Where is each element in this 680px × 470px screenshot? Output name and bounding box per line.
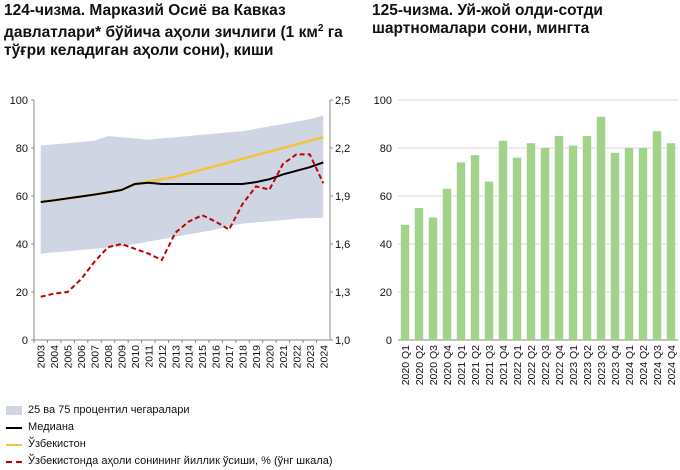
x-tick-label: 2024 Q2: [638, 345, 650, 385]
y-tick-label: 40: [16, 239, 28, 251]
x-tick-label: 2022 Q4: [554, 345, 566, 385]
y-tick-label: 20: [16, 287, 28, 299]
y-tick-label: 60: [16, 191, 28, 203]
y-tick-label: 100: [10, 95, 28, 107]
x-tick-label: 2022 Q2: [526, 345, 538, 385]
housing-contracts-chart: 0 20 40 60 80 100 2020 Q1 2020 Q2 2020 Q3 2020 Q4…: [374, 95, 678, 385]
bar: [554, 136, 564, 340]
bar: [512, 157, 522, 340]
x-tick-label: 2021 Q1: [456, 345, 468, 385]
bar: [540, 148, 550, 340]
chart1-legend: 25 ва 75 процентил чегаралари Медиана Ўз…: [6, 402, 333, 470]
bar: [624, 148, 634, 340]
legend-item-band: 25 ва 75 процентил чегаралари: [6, 402, 333, 419]
bar: [638, 148, 648, 340]
x-tick-label: 2016: [211, 345, 223, 369]
x-tick-label: 2017: [224, 345, 236, 369]
legend-item-uzbekistan: Ўзбекистон: [6, 436, 333, 453]
x-tick-label: 2023 Q2: [582, 345, 594, 385]
y-tick-label: 80: [16, 143, 28, 155]
x-tick-label: 2012: [157, 345, 169, 369]
y-tick-label: 100: [374, 95, 392, 107]
bar: [526, 143, 536, 340]
x-tick-label: 2021 Q3: [484, 345, 496, 385]
x-tick-label: 2020 Q2: [414, 345, 426, 385]
x-tick-label: 2020: [264, 345, 276, 369]
x-tick-label: 2023 Q4: [610, 345, 622, 385]
y2-tick-label: 1,9: [335, 191, 350, 203]
x-tick-label: 2020 Q3: [428, 345, 440, 385]
bar: [400, 224, 410, 340]
y2-tick-label: 2,5: [335, 95, 350, 107]
bar: [442, 188, 452, 340]
population-growth-line: [40, 153, 325, 298]
x-tick-label: 2011: [143, 345, 155, 368]
chart2-title: 125-чизма. Уй-жой олди-сотди шартномалар…: [372, 2, 603, 37]
x-tick-label: 2020 Q4: [442, 345, 454, 385]
x-tick-label: 2005: [63, 345, 75, 369]
x-tick-label: 2021 Q2: [470, 345, 482, 385]
x-tick-label: 2009: [116, 345, 128, 369]
x-tick-label: 2024: [318, 345, 330, 369]
y-tick-label: 60: [380, 191, 392, 203]
x-tick-label: 2021 Q4: [498, 345, 510, 385]
x-tick-label: 2019: [251, 345, 263, 369]
y2-tick-label: 1,0: [335, 335, 350, 347]
x-tick-label: 2008: [103, 345, 115, 369]
x-tick-label: 2022 Q3: [540, 345, 552, 385]
x-tick-label: 2023 Q1: [568, 345, 580, 385]
x-tick-label: 2024 Q1: [624, 345, 636, 385]
x-tick-label: 2023: [305, 345, 317, 369]
legend-item-growth: Ўзбекистонда аҳоли сонининг йиллик ўсиши…: [6, 453, 333, 470]
y-tick-label: 40: [380, 239, 392, 251]
x-tick-label: 2003: [36, 345, 48, 369]
x-tick-label: 2021: [278, 345, 290, 369]
bar: [610, 152, 620, 340]
x-tick-label: 2023 Q3: [596, 345, 608, 385]
y-tick-label: 0: [22, 335, 28, 347]
x-tick-label: 2013: [170, 345, 182, 369]
bar: [652, 131, 662, 340]
x-tick-label: 2018: [238, 345, 250, 369]
y2-tick-label: 2,2: [335, 143, 350, 155]
legend-item-median: Медиана: [6, 419, 333, 436]
y2-tick-label: 1,6: [335, 239, 350, 251]
x-tick-label: 2014: [184, 345, 196, 369]
bar: [596, 116, 606, 340]
bar: [456, 162, 466, 340]
y-tick-label: 20: [380, 287, 392, 299]
x-tick-label: 2007: [90, 345, 102, 369]
chart1-title: 124-чизма. Марказий Осиё ва Кавказ давла…: [4, 2, 343, 60]
bar: [470, 155, 480, 340]
bar: [568, 145, 578, 340]
x-tick-label: 2004: [49, 345, 61, 369]
bar: [428, 217, 438, 340]
bar: [414, 208, 424, 340]
x-tick-label: 2024 Q3: [652, 345, 664, 385]
y2-tick-label: 1,3: [335, 287, 350, 299]
x-tick-label: 2006: [76, 345, 88, 369]
y-tick-label: 80: [380, 143, 392, 155]
x-tick-label: 2024 Q4: [666, 345, 678, 385]
x-tick-label: 2020 Q1: [400, 345, 412, 385]
x-tick-label: 2022: [291, 345, 303, 369]
y-tick-label: 0: [386, 335, 392, 347]
x-tick-label: 2015: [197, 345, 209, 369]
bar: [498, 140, 508, 340]
x-tick-label: 2022 Q1: [512, 345, 524, 385]
bar: [666, 143, 676, 340]
bar: [582, 136, 592, 340]
x-tick-label: 2010: [130, 345, 142, 369]
bar: [484, 181, 494, 340]
median-line: [40, 161, 324, 203]
